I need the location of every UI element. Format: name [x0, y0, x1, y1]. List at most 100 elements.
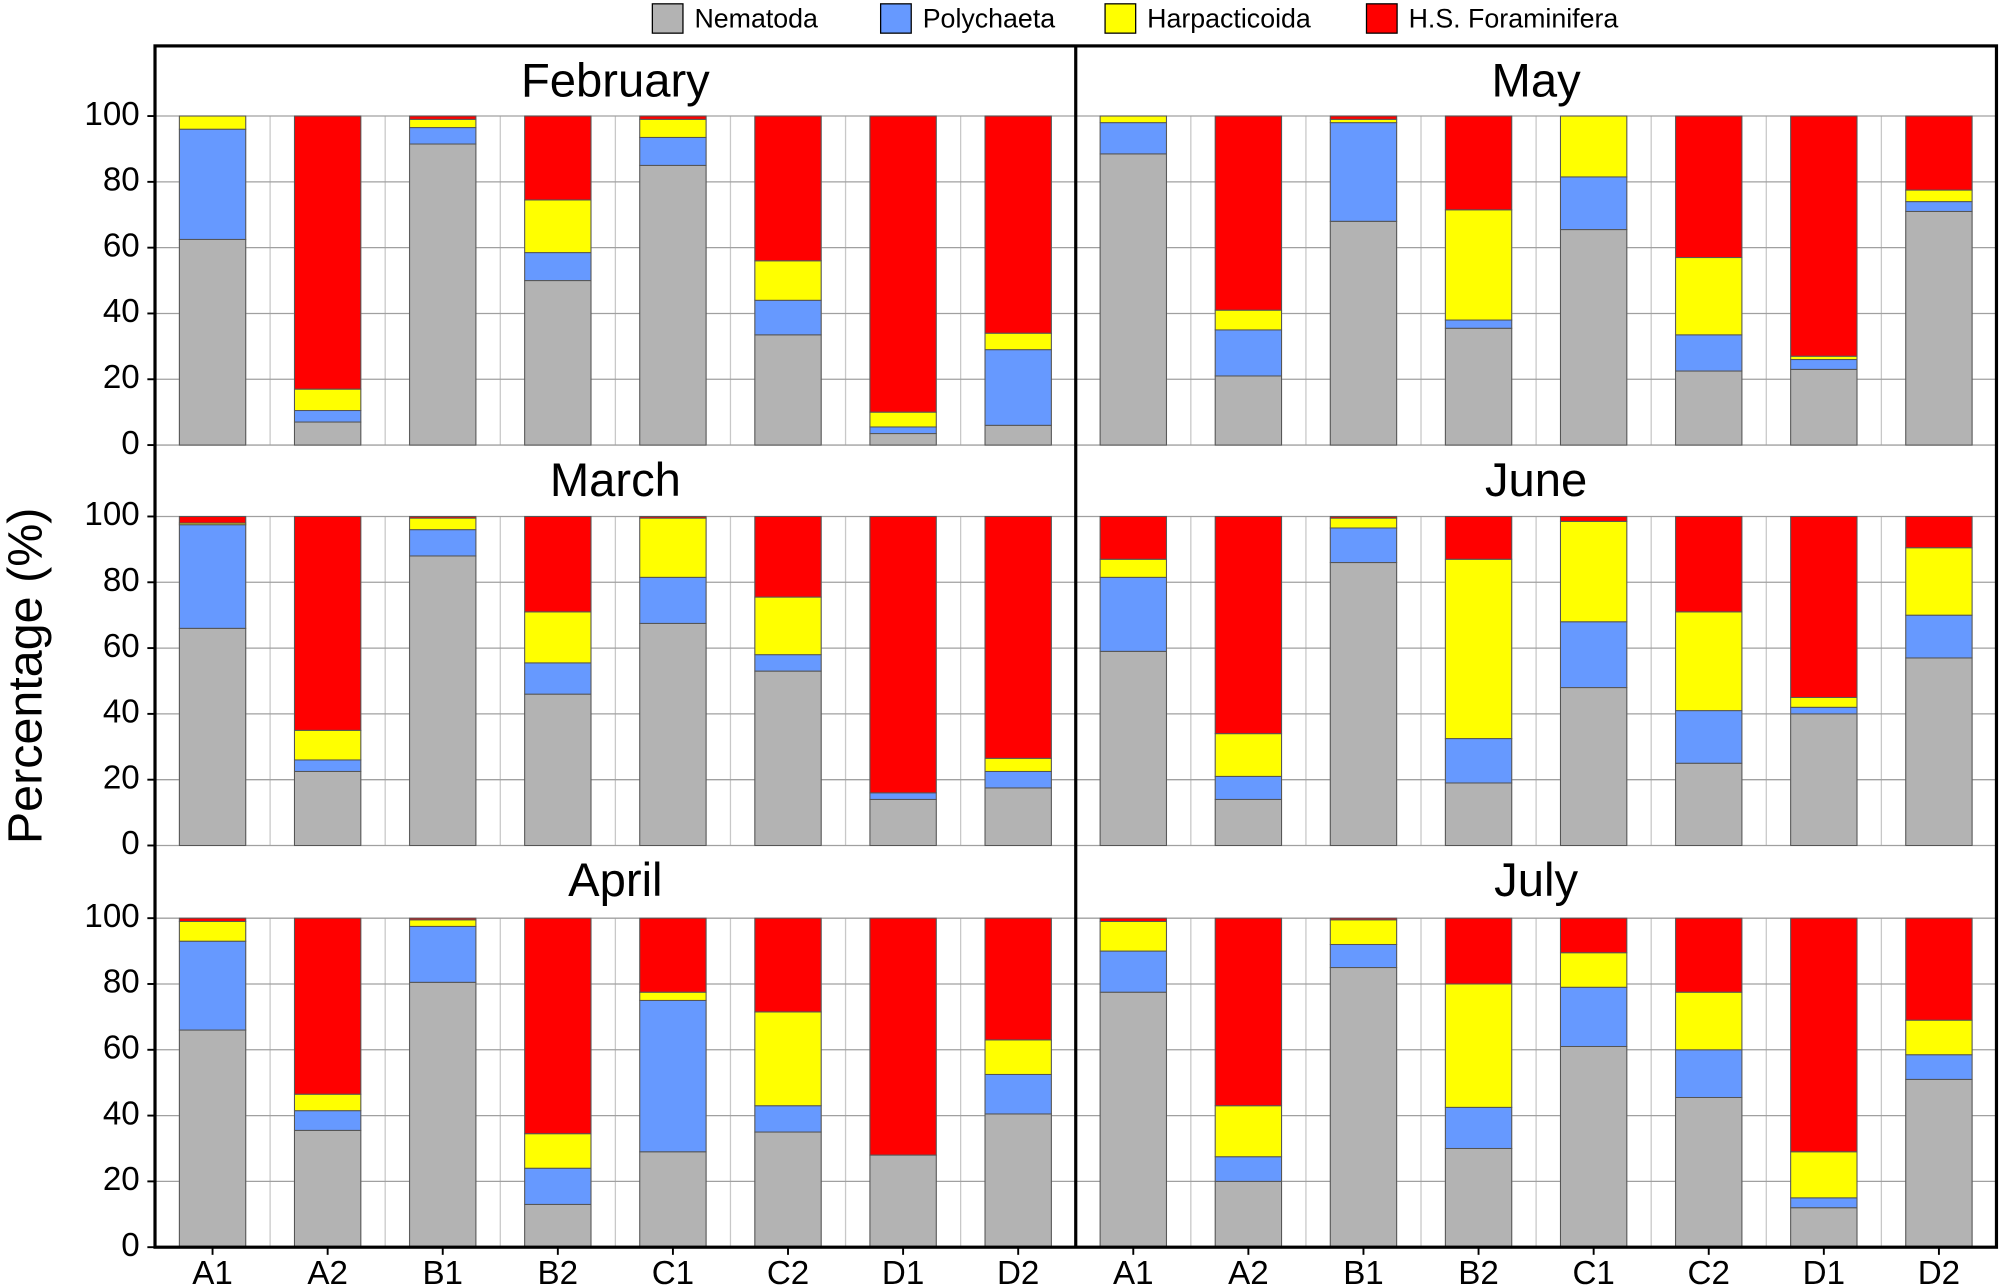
bar-segment	[1444, 983, 1513, 1108]
panel-title: March	[550, 453, 681, 506]
bar-segment	[984, 115, 1052, 334]
bar-segment	[1905, 614, 1973, 659]
bar-segment	[178, 515, 247, 524]
bar-segment	[1790, 368, 1858, 446]
bar-segment	[984, 515, 1052, 759]
bar-segment	[524, 693, 592, 846]
bar-segment	[1905, 1054, 1973, 1080]
bar-segment	[984, 332, 1052, 351]
bar-segment	[1099, 122, 1167, 155]
bar-segment	[293, 1110, 362, 1131]
bar-segment	[409, 919, 477, 927]
bar-segment	[1444, 515, 1513, 560]
bar-segment	[293, 115, 362, 390]
x-tick-label: D2	[997, 1255, 1039, 1288]
bar-segment	[1675, 762, 1743, 846]
bar-segment	[1444, 209, 1513, 321]
bar-segment	[869, 917, 937, 1156]
y-tick-label: 60	[103, 1030, 140, 1067]
x-tick-label: B2	[1458, 1255, 1499, 1288]
bar-segment	[1214, 1180, 1283, 1248]
bar-segment	[293, 759, 362, 772]
x-tick-label: D1	[1803, 1255, 1845, 1288]
bar-segment	[1905, 201, 1973, 212]
panel-title: May	[1492, 54, 1582, 107]
bar-segment	[639, 517, 707, 578]
bar-segment	[178, 238, 247, 446]
bar-segment	[984, 424, 1052, 446]
bar-segment	[409, 555, 477, 846]
x-tick-label: B1	[1343, 1255, 1384, 1288]
y-tick-label: 0	[121, 825, 139, 862]
bar-segment	[1329, 517, 1398, 529]
bar-segment	[409, 517, 477, 531]
bar-segment	[1329, 220, 1398, 446]
y-tick-label: 40	[103, 694, 140, 731]
bar-segment	[1329, 122, 1398, 222]
bar-segment	[293, 388, 362, 412]
legend-swatch	[1104, 3, 1137, 34]
bar-segment	[1214, 115, 1283, 311]
bar-segment	[1329, 919, 1398, 946]
bar-segment	[1214, 733, 1283, 777]
bar-segment	[754, 515, 822, 598]
bar-segment	[1444, 319, 1513, 329]
bar-segment	[409, 917, 477, 921]
bar-segment	[1559, 952, 1628, 988]
bar-segment	[1214, 1156, 1283, 1182]
bar-segment	[754, 654, 822, 672]
bar-segment	[524, 917, 592, 1135]
bar-segment	[293, 515, 362, 731]
bar-segment	[1790, 917, 1858, 1153]
bar-segment	[1675, 1049, 1743, 1099]
bar-segment	[754, 670, 822, 846]
y-tick-label: 20	[103, 759, 140, 796]
bar-segment	[1444, 1106, 1513, 1149]
bar-segment	[1444, 738, 1513, 784]
y-tick-label: 20	[103, 359, 140, 396]
bar-segment	[1790, 115, 1858, 357]
panel-title: July	[1494, 853, 1578, 906]
bar-segment	[1675, 334, 1743, 372]
bar-segment	[409, 529, 477, 557]
bar-segment	[1790, 1207, 1858, 1248]
x-tick-label: B1	[422, 1255, 463, 1288]
bar-segment	[293, 917, 362, 1095]
bar-segment	[1329, 115, 1398, 120]
bar-segment	[1329, 943, 1398, 969]
x-tick-label: C2	[767, 1255, 809, 1288]
bar-segment	[293, 729, 362, 761]
bar-segment	[984, 917, 1052, 1041]
bar-segment	[1675, 515, 1743, 613]
bar-segment	[1675, 611, 1743, 712]
bar-segment	[869, 515, 937, 794]
bar-segment	[639, 999, 707, 1153]
bar-segment	[524, 280, 592, 446]
legend-swatch	[651, 3, 684, 34]
bar-segment	[984, 349, 1052, 426]
bar-segment	[1905, 115, 1973, 191]
bar-segment	[178, 920, 247, 942]
bar-segment	[1099, 920, 1167, 952]
bar-segment	[639, 1151, 707, 1248]
bar-segment	[639, 118, 707, 138]
bar-segment	[869, 433, 937, 446]
bar-segment	[639, 991, 707, 1001]
bar-segment	[178, 940, 247, 1031]
bar-segment	[524, 662, 592, 695]
panel-title: February	[521, 54, 710, 107]
bar-segment	[984, 787, 1052, 846]
y-tick-label: 40	[103, 293, 140, 330]
legend-label: Nematoda	[694, 3, 818, 33]
bar-segment	[1675, 257, 1743, 336]
legend-label: H.S. Foraminifera	[1409, 3, 1619, 33]
bar-segment	[1790, 1151, 1858, 1199]
bar-segment	[293, 1129, 362, 1248]
bar-segment	[1675, 1096, 1743, 1248]
y-tick-label: 80	[103, 964, 140, 1001]
bar-segment	[409, 981, 477, 1248]
bar-segment	[1790, 359, 1858, 370]
panel-title: April	[568, 853, 662, 906]
x-tick-label: A2	[1228, 1255, 1269, 1288]
